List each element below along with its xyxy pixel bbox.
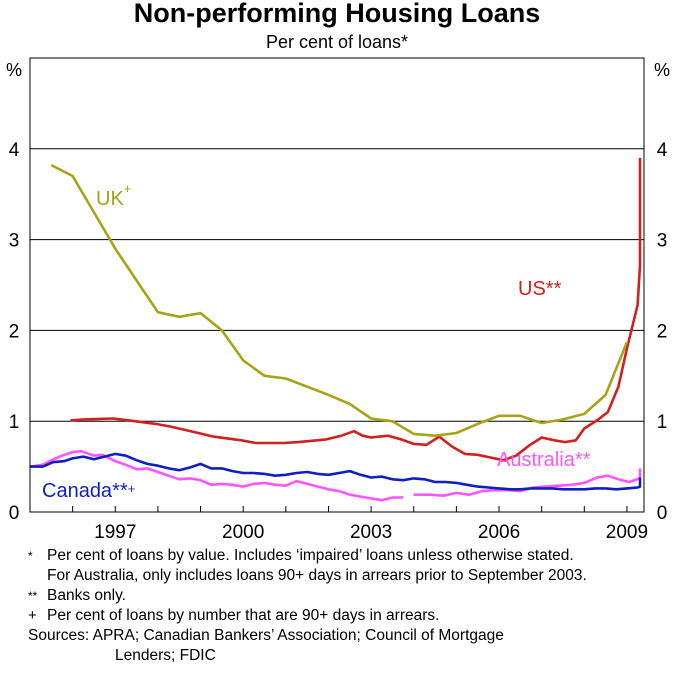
x-tick-label: 1997 (94, 522, 136, 543)
series-label-marker: + (128, 481, 136, 496)
series-label-uk: UK+ (96, 181, 131, 210)
x-tick-label: 2003 (350, 522, 392, 543)
footnote-banks-only: ** Banks only. (28, 586, 696, 606)
footnote-text: Per cent of loans by number that are 90+… (47, 607, 440, 624)
y-tick-label-right: 0 (657, 503, 668, 524)
series-line-us (70, 157, 642, 462)
footnote-text: Per cent of loans by value. Includes ‘im… (47, 547, 574, 564)
y-tick-label-left: 3 (9, 231, 20, 252)
chart-title: Non-performing Housing Loans (134, 0, 540, 28)
sources-line: Lenders; FDIC (115, 647, 216, 664)
y-tick-label-left: 0 (9, 503, 20, 524)
footnote-value-basis: * Per cent of loans by value. Includes ‘… (28, 546, 696, 586)
series-label-marker: + (124, 181, 132, 196)
series-label-us: US** (518, 278, 562, 300)
x-tick-label: 2006 (478, 522, 520, 543)
y-axis-unit-left: % (6, 60, 22, 80)
y-tick-label-right: 1 (657, 412, 668, 433)
series-line-canada (30, 452, 642, 491)
series-line-australia (29, 449, 642, 502)
footnote-text: Banks only. (47, 587, 126, 604)
series-label-marker: ** (112, 480, 128, 502)
footnotes: * Per cent of loans by value. Includes ‘… (28, 546, 696, 666)
plot-frame (29, 57, 645, 513)
y-tick-label-right: 2 (657, 321, 668, 342)
y-axis-unit-right: % (654, 60, 670, 80)
series-lines (29, 157, 642, 502)
footnote-marker: + (28, 607, 37, 624)
x-tick-label: 2000 (222, 522, 264, 543)
footnote-text: For Australia, only includes loans 90+ d… (47, 567, 587, 584)
footnote-by-number: + Per cent of loans by number that are 9… (28, 606, 696, 626)
y-tick-label-left: 4 (9, 140, 20, 161)
y-tick-label-right: 3 (657, 231, 668, 252)
gridlines (30, 148, 644, 422)
series-labels: UK+ US** Australia** Canada**+ (42, 181, 591, 502)
chart-subtitle: Per cent of loans* (266, 32, 408, 52)
y-tick-label-left: 2 (9, 321, 20, 342)
y-tick-label-left: 1 (9, 412, 20, 433)
sources-line: Sources: APRA; Canadian Bankers’ Associa… (28, 627, 504, 644)
y-tick-label-right: 4 (657, 140, 668, 161)
series-line-uk (50, 163, 629, 437)
series-label-canada: Canada**+ (42, 480, 135, 502)
chart: Non-performing Housing Loans Per cent of… (6, 0, 670, 543)
tick-labels: 0 0 1 1 2 2 3 3 4 4 1997 2000 2003 2006 2009 (9, 140, 668, 543)
x-tick-label: 2009 (606, 522, 648, 543)
axis-ticks (29, 506, 628, 512)
footnote-marker: * (28, 549, 33, 563)
footnote-marker: ** (28, 589, 38, 603)
series-label-australia: Australia** (497, 449, 591, 471)
